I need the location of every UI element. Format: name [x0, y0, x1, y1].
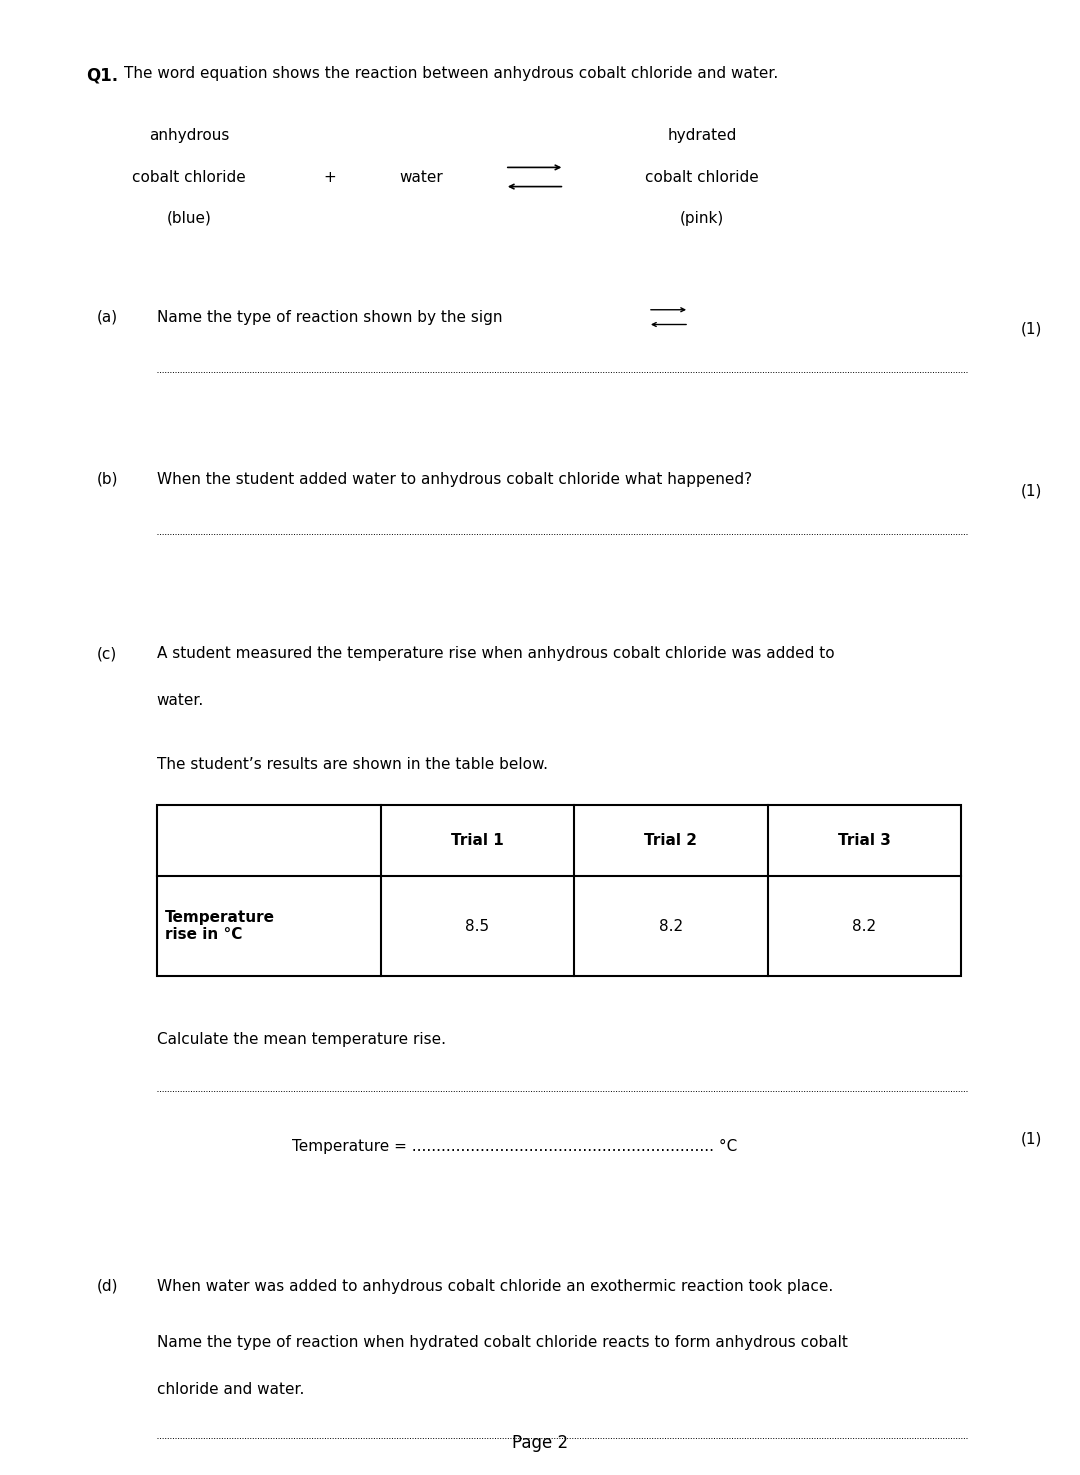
Text: Calculate the mean temperature rise.: Calculate the mean temperature rise.	[157, 1032, 446, 1047]
Text: Temperature = .............................................................. °C: Temperature = ..........................…	[292, 1139, 737, 1153]
Text: The student’s results are shown in the table below.: The student’s results are shown in the t…	[157, 757, 548, 771]
Text: When water was added to anhydrous cobalt chloride an exothermic reaction took pl: When water was added to anhydrous cobalt…	[157, 1279, 833, 1294]
Text: A student measured the temperature rise when anhydrous cobalt chloride was added: A student measured the temperature rise …	[157, 646, 834, 661]
Text: Q1.: Q1.	[86, 66, 119, 84]
Text: (pink): (pink)	[680, 211, 724, 226]
Text: (b): (b)	[97, 472, 119, 487]
Text: When the student added water to anhydrous cobalt chloride what happened?: When the student added water to anhydrou…	[157, 472, 752, 487]
Text: (1): (1)	[1021, 322, 1042, 336]
Text: (1): (1)	[1021, 1131, 1042, 1146]
Text: Name the type of reaction shown by the sign: Name the type of reaction shown by the s…	[157, 310, 502, 324]
Text: cobalt chloride: cobalt chloride	[132, 170, 246, 184]
Text: chloride and water.: chloride and water.	[157, 1382, 303, 1397]
Text: 8.2: 8.2	[659, 919, 683, 934]
Text: The word equation shows the reaction between anhydrous cobalt chloride and water: The word equation shows the reaction bet…	[124, 66, 779, 81]
Text: (c): (c)	[97, 646, 118, 661]
Text: Trial 1: Trial 1	[451, 833, 503, 848]
Text: (a): (a)	[97, 310, 119, 324]
Text: anhydrous: anhydrous	[149, 128, 229, 143]
Text: Trial 2: Trial 2	[645, 833, 698, 848]
Text: +: +	[323, 170, 336, 184]
Text: water.: water.	[157, 693, 204, 708]
Text: cobalt chloride: cobalt chloride	[645, 170, 759, 184]
Text: 8.5: 8.5	[465, 919, 489, 934]
Text: Trial 3: Trial 3	[838, 833, 891, 848]
Text: water: water	[400, 170, 443, 184]
Text: 8.2: 8.2	[852, 919, 877, 934]
Bar	[157, 805, 961, 976]
Text: Page 2: Page 2	[512, 1434, 568, 1451]
Text: (d): (d)	[97, 1279, 119, 1294]
Text: hydrated: hydrated	[667, 128, 737, 143]
Text: Name the type of reaction when hydrated cobalt chloride reacts to form anhydrous: Name the type of reaction when hydrated …	[157, 1335, 848, 1350]
Text: (1): (1)	[1021, 484, 1042, 499]
Text: Temperature
rise in °C: Temperature rise in °C	[165, 910, 275, 943]
Text: (blue): (blue)	[166, 211, 212, 226]
